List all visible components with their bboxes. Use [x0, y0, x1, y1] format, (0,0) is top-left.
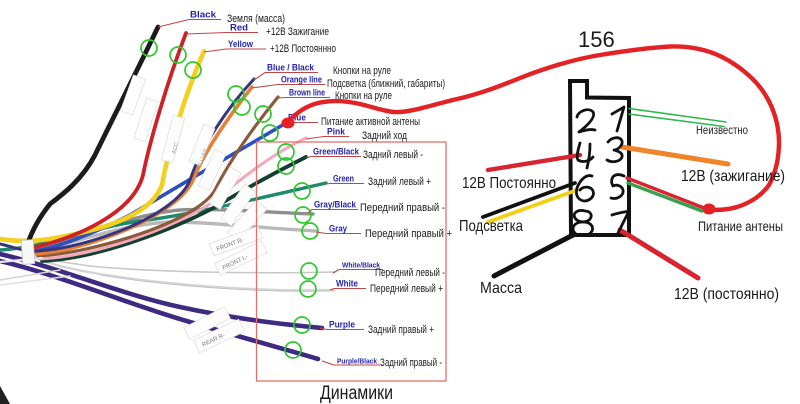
svg-text:Red: Red — [230, 23, 248, 33]
svg-text:12В (постоянно): 12В (постоянно) — [674, 286, 779, 303]
svg-text:+12В Зажигание: +12В Зажигание — [266, 26, 329, 38]
svg-text:Задний ход: Задний ход — [362, 130, 407, 142]
svg-text:Передний правый +: Передний правый + — [365, 228, 452, 240]
svg-text:12В Постоянно: 12В Постоянно — [462, 175, 556, 192]
svg-text:Задний левый -: Задний левый - — [363, 149, 423, 161]
svg-text:Purple: Purple — [329, 320, 355, 330]
svg-text:Задний правый -: Задний правый - — [380, 357, 442, 369]
svg-text:Неизвестно: Неизвестно — [696, 123, 748, 137]
svg-text:Земля (масса): Земля (масса) — [227, 13, 285, 25]
svg-text:Blue: Blue — [288, 113, 306, 123]
svg-text:Purple/Black: Purple/Black — [337, 359, 377, 366]
svg-text:Подсветка (ближний, габариты): Подсветка (ближний, габариты) — [327, 78, 445, 90]
svg-text:12В (зажигание): 12В (зажигание) — [681, 168, 785, 185]
svg-text:156: 156 — [578, 27, 615, 52]
svg-text:Black: Black — [190, 10, 217, 20]
svg-text:+12В Постояннно: +12В Постояннно — [270, 43, 336, 55]
svg-text:Gray: Gray — [329, 224, 347, 234]
svg-text:Кнопки на руле: Кнопки на руле — [333, 65, 391, 77]
svg-text:Orange line: Orange line — [281, 75, 322, 85]
svg-text:Brown line: Brown line — [289, 88, 325, 98]
svg-text:Green: Green — [333, 174, 354, 184]
svg-text:Задний левый +: Задний левый + — [368, 176, 431, 188]
svg-text:Подсветка: Подсветка — [459, 218, 523, 235]
svg-text:Green/Black: Green/Black — [313, 147, 360, 157]
svg-text:Масса: Масса — [480, 280, 522, 297]
svg-text:Кнопки на руле: Кнопки на руле — [335, 90, 392, 102]
svg-text:Pink: Pink — [327, 127, 346, 137]
svg-text:White/Black: White/Black — [342, 263, 380, 270]
svg-text:Динамики: Динамики — [320, 383, 393, 404]
svg-text:White: White — [336, 279, 358, 289]
svg-text:Питание антены: Питание антены — [698, 219, 783, 234]
svg-text:Задний правый +: Задний правый + — [368, 324, 434, 336]
svg-text:Blue / Black: Blue / Black — [267, 63, 315, 73]
svg-text:Питание активной антены: Питание активной антены — [321, 116, 420, 128]
svg-text:Yellow: Yellow — [228, 39, 254, 49]
svg-text:ACC: ACC — [171, 142, 180, 155]
svg-text:Передний левый +: Передний левый + — [370, 283, 443, 295]
svg-text:Передний правый -: Передний правый - — [360, 202, 445, 214]
svg-text:Передний левый -: Передний левый - — [375, 267, 445, 279]
svg-text:Gray/Black: Gray/Black — [314, 200, 357, 210]
